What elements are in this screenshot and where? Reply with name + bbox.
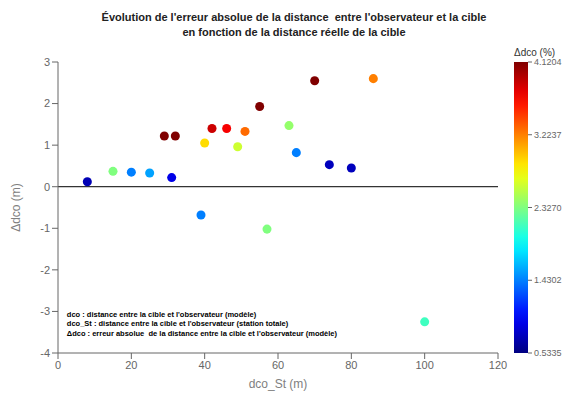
svg-text:120: 120 xyxy=(489,359,507,371)
html-text:Δdco : erreur absolue de la di: Δdco : erreur absolue de la distance ent… xyxy=(66,329,337,338)
svg-text:4.1204: 4.1204 xyxy=(534,57,562,67)
svg-text:-3: -3 xyxy=(40,305,50,317)
svg-text:1.4302: 1.4302 xyxy=(534,275,562,285)
svg-text:2: 2 xyxy=(44,97,50,109)
svg-text:Δdco (m): Δdco (m) xyxy=(9,183,23,232)
html-text:dco_St : distance entre la cib: dco_St : distance entre la cible et l'ob… xyxy=(66,319,289,329)
svg-text:80: 80 xyxy=(345,359,357,371)
svg-text:Δdco (%): Δdco (%) xyxy=(514,47,556,58)
svg-text:40: 40 xyxy=(199,359,211,371)
svg-text:0.5335: 0.5335 xyxy=(534,348,562,358)
svg-text:-4: -4 xyxy=(40,347,50,359)
html-text:dco : distance entre la cible: dco : distance entre la cible et l'obser… xyxy=(66,310,257,319)
svg-text:60: 60 xyxy=(272,359,284,371)
svg-text:-2: -2 xyxy=(40,264,50,276)
svg-text:dco_St (m): dco_St (m) xyxy=(249,377,308,391)
svg-text:3: 3 xyxy=(44,56,50,68)
svg-text:-1: -1 xyxy=(40,222,50,234)
svg-text:0: 0 xyxy=(55,359,61,371)
svg-text:2.3270: 2.3270 xyxy=(534,203,562,213)
svg-text:0: 0 xyxy=(44,181,50,193)
svg-text:20: 20 xyxy=(125,359,137,371)
html-text:en fonction de la distance rée: en fonction de la distance réelle de la … xyxy=(182,26,406,38)
svg-text:1: 1 xyxy=(44,139,50,151)
svg-text:100: 100 xyxy=(415,359,433,371)
svg-text:3.2237: 3.2237 xyxy=(534,130,562,140)
html-text:Évolution de l'erreur absolue: Évolution de l'erreur absolue de la dist… xyxy=(101,11,487,23)
